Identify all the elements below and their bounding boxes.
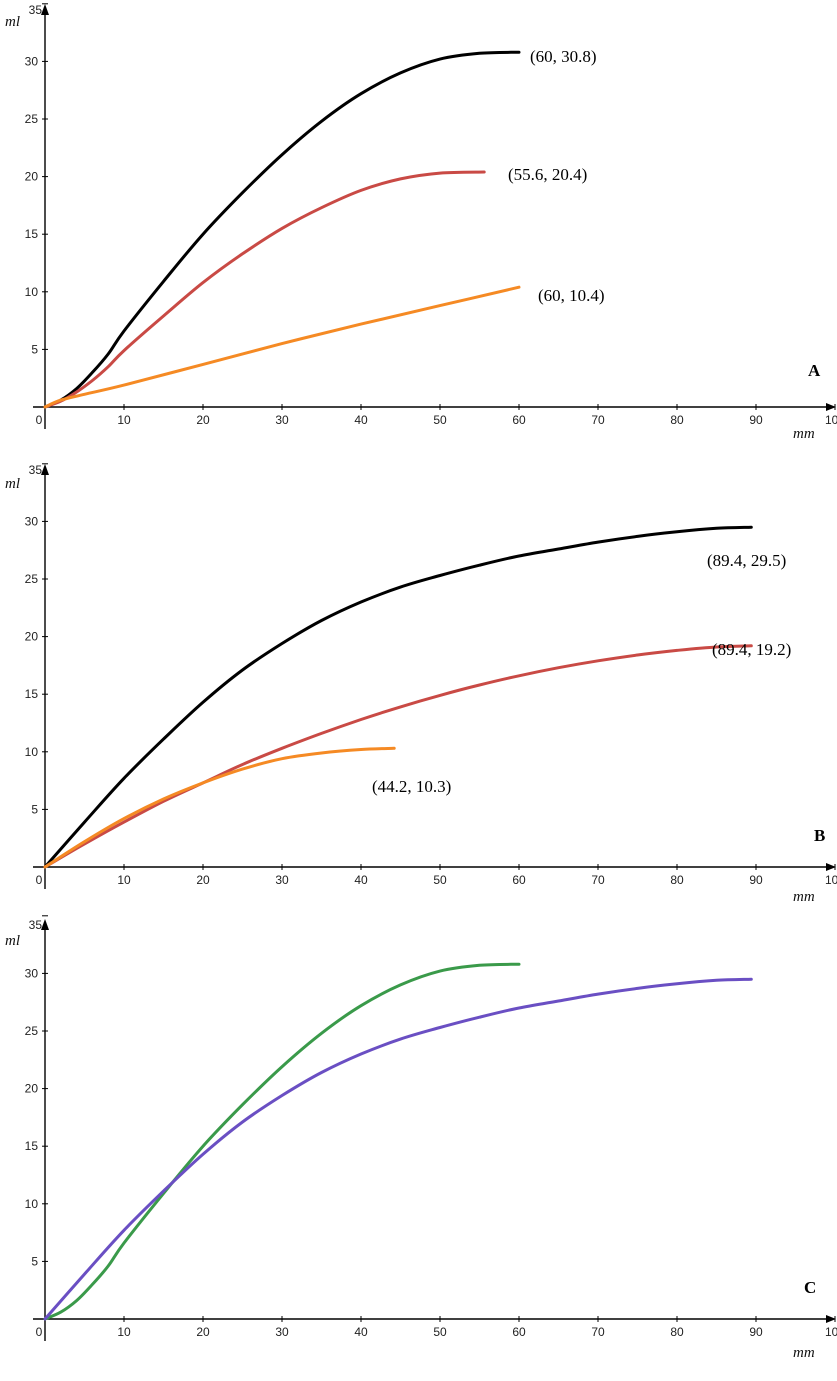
x-axis-label: mm <box>793 1345 815 1361</box>
y-tick-label: 30 <box>25 54 39 68</box>
y-tick-label: 20 <box>25 1082 39 1096</box>
y-tick-label: 10 <box>25 745 39 759</box>
x-tick-label: 70 <box>591 413 605 427</box>
y-axis-label: ml <box>5 476 20 492</box>
y-tick-label: 25 <box>25 572 39 586</box>
chart-panel-b: 0 10 20 30 40 50 60 70 80 90 100 5 10 15 20 25 30 35 mm ml B… <box>0 460 837 915</box>
panel-label-a: A <box>808 361 821 380</box>
y-axis-label: ml <box>5 14 20 30</box>
x-tick-label: 50 <box>433 1325 447 1339</box>
endpoint-label-a-1: (60, 30.8) <box>530 47 597 66</box>
x-axis-label: mm <box>793 889 815 905</box>
y-tick-label: 25 <box>25 112 39 126</box>
x-tick-label: 70 <box>591 873 605 887</box>
y-tick-label: 20 <box>25 630 39 644</box>
y-axis-label: ml <box>5 933 20 949</box>
x-tick-label: 0 <box>36 1325 43 1339</box>
y-axis-arrow <box>41 919 49 930</box>
series-line-c-1 <box>43 962 521 1321</box>
x-axis-arrow <box>826 1315 836 1323</box>
y-tick-label: 30 <box>25 514 39 528</box>
x-tick-label: 40 <box>354 413 368 427</box>
panel-label-c: C <box>804 1278 816 1297</box>
x-tick-label: 80 <box>670 1325 684 1339</box>
x-tick-label: 0 <box>36 413 43 427</box>
x-tick-label: 100 <box>825 1325 837 1339</box>
y-tick-label: 5 <box>31 802 38 816</box>
y-tick-label: 15 <box>25 227 39 241</box>
x-tick-label: 10 <box>117 413 131 427</box>
series-line-b-3 <box>43 746 396 869</box>
x-tick-label: 10 <box>117 873 131 887</box>
y-axis-arrow <box>41 464 49 475</box>
x-tick-label: 60 <box>512 1325 526 1339</box>
y-tick-label: 5 <box>31 342 38 356</box>
chart-a-svg: 0 10 20 30 40 50 60 70 80 90 100 5 10 15 20 25 30 35 mm ml A… <box>5 3 837 442</box>
x-tick-label: 0 <box>36 873 43 887</box>
x-tick-label: 90 <box>749 873 763 887</box>
chart-panel-a: 0 10 20 30 40 50 60 70 80 90 100 5 10 15 20 25 30 35 mm ml A… <box>0 0 837 450</box>
series-line-a-3 <box>43 285 521 409</box>
y-tick-label: 15 <box>25 687 39 701</box>
y-tick-label: 35 <box>29 918 43 932</box>
y-tick-label: 20 <box>25 170 39 184</box>
chart-c-svg: 0 10 20 30 40 50 60 70 80 90 100 5 10 15 20 25 30 35 mm ml C <box>5 915 837 1361</box>
y-tick-label: 5 <box>31 1254 38 1268</box>
chart-b-svg: 0 10 20 30 40 50 60 70 80 90 100 5 10 15 20 25 30 35 mm ml B… <box>5 463 837 905</box>
series-line-a-1 <box>43 50 521 409</box>
x-tick-label: 40 <box>354 873 368 887</box>
chart-panel-c: 0 10 20 30 40 50 60 70 80 90 100 5 10 15 20 25 30 35 mm ml C <box>0 915 837 1381</box>
endpoint-label-b-3: (44.2, 10.3) <box>372 777 451 796</box>
x-tick-label: 60 <box>512 413 526 427</box>
x-tick-label: 20 <box>196 1325 210 1339</box>
x-tick-label: 90 <box>749 413 763 427</box>
series-line-b-1 <box>43 525 753 869</box>
x-tick-label: 100 <box>825 873 837 887</box>
y-tick-label: 35 <box>29 463 43 477</box>
x-tick-label: 40 <box>354 1325 368 1339</box>
x-axis-label: mm <box>793 426 815 442</box>
x-tick-label: 100 <box>825 413 837 427</box>
y-tick-label: 10 <box>25 285 39 299</box>
y-tick-label: 25 <box>25 1024 39 1038</box>
x-tick-label: 30 <box>275 873 289 887</box>
y-tick-label: 35 <box>29 3 43 17</box>
x-tick-label: 90 <box>749 1325 763 1339</box>
series-line-a-2 <box>43 170 486 409</box>
panel-label-b: B <box>814 826 825 845</box>
x-tick-label: 30 <box>275 1325 289 1339</box>
y-tick-label: 15 <box>25 1139 39 1153</box>
x-tick-label: 80 <box>670 873 684 887</box>
endpoint-label-a-3: (60, 10.4) <box>538 286 605 305</box>
y-tick-label: 30 <box>25 966 39 980</box>
x-tick-label: 60 <box>512 873 526 887</box>
y-axis-arrow <box>41 4 49 15</box>
x-tick-label: 20 <box>196 873 210 887</box>
x-tick-label: 50 <box>433 873 447 887</box>
endpoint-label-b-2: (89.4, 19.2) <box>712 640 791 659</box>
y-tick-label: 10 <box>25 1197 39 1211</box>
x-tick-label: 50 <box>433 413 447 427</box>
x-tick-label: 20 <box>196 413 210 427</box>
x-tick-label: 10 <box>117 1325 131 1339</box>
x-tick-label: 70 <box>591 1325 605 1339</box>
x-axis-arrow <box>826 403 836 411</box>
series-line-b-2 <box>43 644 753 869</box>
endpoint-label-a-2: (55.6, 20.4) <box>508 165 587 184</box>
series-line-c-2 <box>43 977 753 1321</box>
endpoint-label-b-1: (89.4, 29.5) <box>707 551 786 570</box>
x-axis-arrow <box>826 863 836 871</box>
x-tick-label: 30 <box>275 413 289 427</box>
x-tick-label: 80 <box>670 413 684 427</box>
